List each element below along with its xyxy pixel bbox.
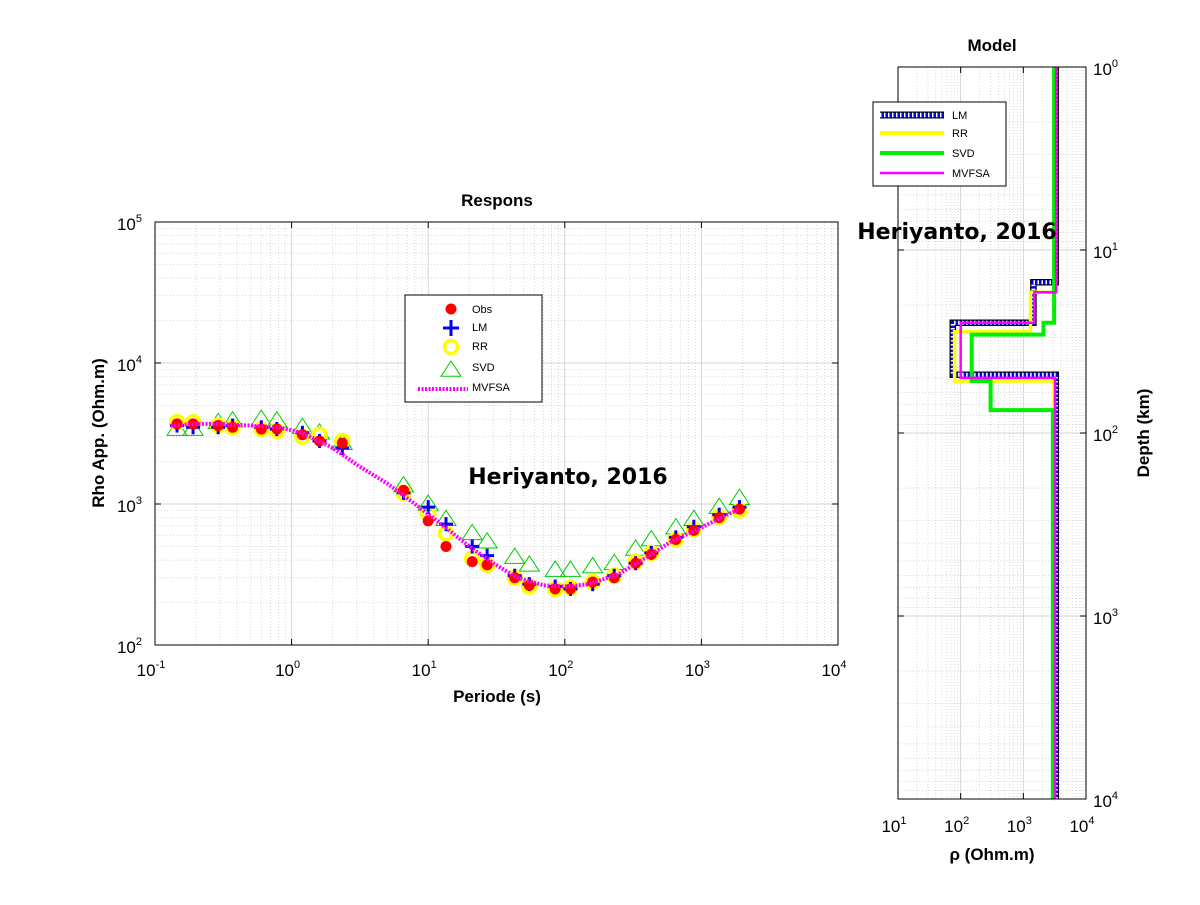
model-legend-label-svd: SVD	[952, 148, 975, 160]
model-y-tick-label: 101	[1093, 241, 1118, 262]
model-data	[949, 67, 1060, 799]
model-y-tick-label: 102	[1093, 424, 1118, 445]
respons-plot-area	[155, 222, 838, 645]
svd-point	[476, 531, 499, 549]
svd-point	[581, 556, 604, 574]
respons-y-tick-label: 104	[117, 354, 142, 375]
obs-point	[523, 579, 535, 591]
obs-point	[713, 512, 725, 524]
model-svd-profile	[969, 67, 1057, 799]
respons-x-axis-label: Periode (s)	[453, 687, 541, 706]
model-y-axis-label: Depth (km)	[1134, 389, 1153, 478]
legend-label-rr: RR	[472, 341, 488, 353]
legend-label-svd: SVD	[472, 362, 495, 374]
obs-point	[440, 540, 452, 552]
respons-x-tick-label: 103	[685, 659, 710, 680]
obs-point	[645, 548, 657, 560]
model-panel: 101 102 103 104 100 101 102 103 104 Model ρ (Oh…	[857, 36, 1153, 864]
respons-x-tick-label: 100	[275, 659, 300, 680]
model-legend-label-mvfsa: MVFSA	[952, 168, 991, 180]
obs-point	[466, 556, 478, 568]
model-x-axis-label: ρ (Ohm.m)	[949, 845, 1034, 864]
legend-label-lm: LM	[472, 322, 487, 334]
respons-panel: 10-1 100 101 102 103 104 102 103 104 105 Respons…	[89, 191, 847, 706]
svd-point	[559, 560, 582, 577]
respons-x-tick-label: 104	[821, 659, 846, 680]
respons-annotation: Heriyanto, 2016	[468, 465, 667, 490]
model-x-tick-label: 102	[944, 815, 969, 836]
legend-symbol-rr	[442, 338, 460, 356]
mvfsa-line	[170, 421, 741, 589]
obs-point	[171, 418, 183, 430]
model-x-tick-label: 101	[881, 815, 906, 836]
obs-point	[398, 484, 410, 496]
legend-symbol-obs	[445, 303, 457, 315]
respons-title: Respons	[461, 191, 533, 210]
respons-y-tick-label: 103	[117, 495, 142, 516]
model-y-tick-labels: 100 101 102 103 104	[1093, 58, 1118, 811]
obs-point	[688, 524, 700, 536]
respons-x-tick-label: 10-1	[137, 659, 166, 680]
model-y-tick-label: 104	[1093, 790, 1118, 811]
respons-y-tick-label: 105	[117, 213, 142, 234]
model-lm-profile-layer	[950, 67, 1058, 799]
respons-y-axis-label: Rho App. (Ohm.m)	[89, 358, 108, 508]
respons-legend: Obs LM RR SVD MVFSA	[404, 294, 543, 403]
model-legend-label-rr: RR	[952, 128, 968, 140]
respons-x-tick-labels: 10-1 100 101 102 103 104	[137, 659, 847, 680]
model-y-tick-label: 103	[1093, 607, 1118, 628]
respons-ticks	[155, 222, 838, 645]
respons-data	[166, 409, 751, 598]
model-legend: LM RR SVD MVFSA	[872, 101, 1007, 187]
model-legend-label-lm: LM	[952, 110, 967, 122]
model-x-tick-label: 104	[1069, 815, 1094, 836]
respons-legend-symbols	[418, 303, 468, 391]
legend-label-mvfsa: MVFSA	[472, 382, 511, 394]
model-ticks	[898, 67, 1086, 799]
model-annotation: Heriyanto, 2016	[857, 220, 1056, 245]
legend-symbol-svd	[440, 360, 462, 377]
svd-point	[544, 560, 567, 577]
obs-point	[227, 421, 239, 433]
svd-point	[518, 554, 541, 572]
model-x-tick-label: 103	[1007, 815, 1032, 836]
respons-y-tick-labels: 102 103 104 105	[117, 213, 142, 657]
model-title: Model	[967, 36, 1016, 55]
model-y-tick-label: 100	[1093, 58, 1118, 79]
respons-x-tick-label: 101	[412, 659, 437, 680]
respons-legend-box	[404, 294, 543, 403]
model-mvfsa-profile	[959, 67, 1058, 799]
svd-point	[503, 547, 526, 564]
model-legend-symbols	[880, 111, 944, 175]
legend-label-obs: Obs	[472, 304, 493, 316]
respons-axes-frame	[154, 221, 839, 646]
obs-point	[336, 437, 348, 449]
respons-y-tick-label: 102	[117, 636, 142, 657]
legend-symbol-lm	[443, 320, 459, 336]
respons-x-tick-label: 102	[548, 659, 573, 680]
model-x-tick-labels: 101 102 103 104	[881, 815, 1094, 836]
